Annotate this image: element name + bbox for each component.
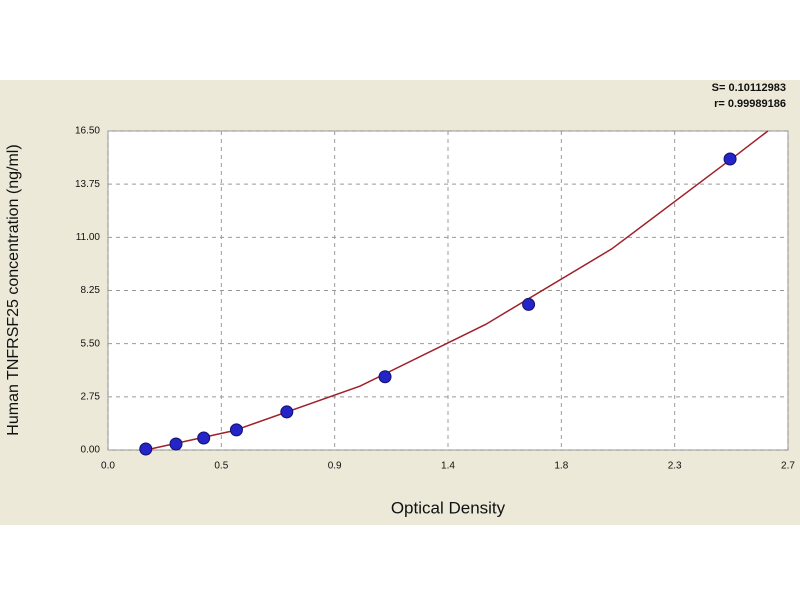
x-tick-label: 1.4 [441, 461, 455, 472]
y-tick-label: 8.25 [81, 285, 101, 296]
y-tick-label: 5.50 [81, 338, 101, 349]
data-point [229, 423, 243, 437]
data-point [723, 152, 737, 166]
y-tick-label: 11.00 [76, 232, 101, 243]
y-tick-label: 16.50 [75, 126, 100, 137]
y-tick-label: 2.75 [81, 391, 101, 402]
x-axis-label: Optical Density [391, 498, 506, 517]
data-point [522, 297, 536, 311]
y-axis-label: Human TNFRSF25 concentration (ng/ml) [5, 144, 22, 435]
y-tick-label: 13.75 [75, 179, 100, 190]
data-point [197, 431, 211, 445]
data-point [139, 442, 153, 456]
data-point [280, 405, 294, 419]
x-tick-label: 1.8 [554, 461, 568, 472]
x-tick-label: 2.7 [781, 461, 795, 472]
annotation: r= 0.99989186 [714, 98, 786, 110]
annotation: S= 0.10112983 [712, 82, 786, 94]
x-tick-label: 0.9 [328, 461, 342, 472]
data-point [378, 370, 392, 384]
x-tick-label: 2.3 [668, 461, 682, 472]
y-tick-label: 0.00 [81, 445, 101, 456]
data-point [169, 437, 183, 451]
x-tick-label: 0.5 [214, 461, 228, 472]
x-tick-label: 0.0 [101, 461, 115, 472]
